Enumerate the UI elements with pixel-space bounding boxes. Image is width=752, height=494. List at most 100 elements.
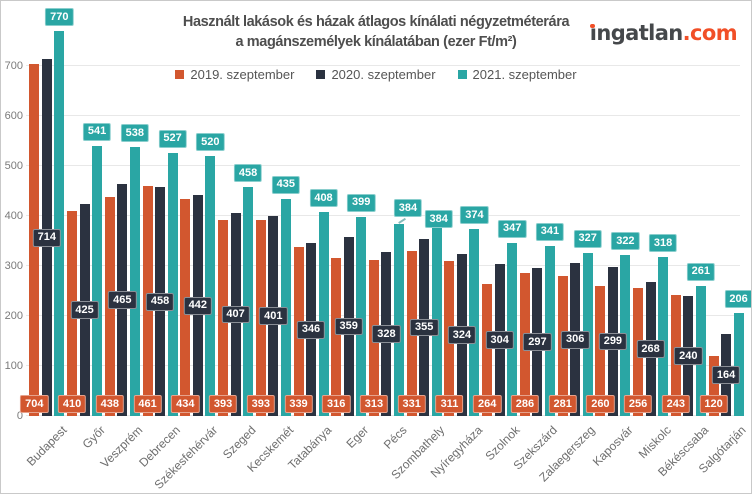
- bar-value-label: 465: [108, 291, 137, 309]
- bar-value-label: 770: [45, 8, 74, 26]
- bar-value-label: 704: [20, 395, 49, 413]
- logo-i-dot-icon: [590, 23, 595, 28]
- bar-value-label: 281: [548, 395, 577, 413]
- x-axis-label-Kaposvár: Kaposvár: [590, 423, 636, 469]
- bar-value-label: 316: [322, 395, 351, 413]
- bar-value-label: 346: [296, 320, 326, 339]
- bar-2021-Nyíregyháza: [469, 229, 480, 416]
- y-axis-tick-label: 400: [4, 210, 23, 222]
- bar-2021-Miskolc: [658, 257, 669, 416]
- bar-value-label: 240: [674, 347, 703, 365]
- bar-value-label: 442: [183, 296, 212, 315]
- bar-value-label: 359: [334, 317, 363, 336]
- bar-value-label: 461: [133, 395, 162, 413]
- bar-group-Tatabánya: 339 346 408 Tatabánya: [284, 1, 338, 472]
- legend-label-2021: 2021. szeptember: [472, 67, 577, 82]
- x-axis-label-Győr: Győr: [79, 423, 108, 452]
- bar-value-label: 260: [586, 395, 615, 413]
- y-axis: 0 100 200 300 400 500 600 700: [1, 1, 23, 422]
- y-axis-tick-label: 300: [4, 260, 23, 272]
- bar-group-Zalaegerszeg: 281 306 327 Zalaegerszeg: [537, 1, 602, 484]
- bar-group-Győr: 410 425 541 Győr: [57, 1, 112, 451]
- bar-value-label: 384: [393, 199, 423, 217]
- legend: 2019. szeptember 2020. szeptember 2021. …: [1, 67, 751, 82]
- bar-group-Eger: 316 359 399 Eger: [322, 1, 376, 451]
- y-axis-tick-label: 200: [4, 310, 23, 322]
- bar-2021-Szeged: [243, 187, 254, 416]
- bar-value-label: 313: [359, 395, 389, 413]
- bar-group-Szeged: 393 407 458 Szeged: [208, 1, 263, 462]
- legend-label-2020: 2020. szeptember: [331, 67, 436, 82]
- bar-value-label: 399: [347, 193, 376, 212]
- ingatlan-logo: ı ngatlan.com: [589, 21, 738, 45]
- bar-2021-Pécs: [393, 224, 404, 416]
- bar-2019-Szolnok: [482, 284, 493, 416]
- y-axis-tick-label: 0: [16, 410, 23, 422]
- bar-value-label: 311: [435, 395, 464, 413]
- bar-value-label: 328: [372, 325, 401, 343]
- bar-group-Salgótarján: 120 164 206 Salgótarján: [696, 1, 751, 476]
- bar-2021-Szolnok: [507, 242, 518, 416]
- bar-value-label: 425: [70, 301, 99, 319]
- bar-2021-Eger: [356, 216, 367, 416]
- bar-2021-Budapest: [54, 31, 65, 416]
- bar-group-Pécs: 313 328 384 Pécs: [359, 1, 423, 452]
- bar-value-label: 206: [724, 290, 751, 308]
- plot-area: 704 714 770 Budapest 410 425 541 Győr 438 465 538 V…: [20, 1, 751, 492]
- bar-2021-Veszprém: [129, 147, 140, 416]
- legend-swatch-2021-icon: [457, 70, 467, 79]
- x-axis-label-Budapest: Budapest: [23, 423, 70, 469]
- bar-value-label: 268: [636, 340, 665, 358]
- logo-i: ı: [589, 21, 597, 45]
- bar-value-label: 435: [271, 175, 300, 194]
- bar-value-label: 297: [523, 333, 552, 351]
- bar-2021-Győr: [92, 145, 103, 416]
- legend-item-2021: 2021. szeptember: [457, 67, 577, 82]
- bar-group-Budapest: 704 714 770 Budapest: [20, 1, 74, 469]
- bar-group-Szekszárd: 286 297 341 Szekszárd: [510, 1, 565, 473]
- gridline-500: [26, 165, 740, 166]
- bar-value-label: 458: [145, 292, 175, 311]
- bar-value-label: 347: [497, 219, 527, 238]
- logo-text: ı ngatlan: [589, 21, 684, 45]
- bar-group-Székesfehérvár: 434 442 520 Székesfehérvár: [152, 1, 225, 492]
- bar-value-label: 434: [171, 395, 200, 413]
- bar-value-label: 438: [95, 395, 125, 413]
- chart-title-line2: a magánszemélyek kínálatában (ezer Ft/m²…: [235, 34, 517, 50]
- bar-value-label: 120: [699, 395, 728, 413]
- bar-value-label: 322: [611, 232, 640, 250]
- bar-value-label: 264: [472, 395, 502, 413]
- bar-value-label: 243: [661, 395, 691, 413]
- bar-value-label: 393: [246, 395, 275, 413]
- x-axis-label-Eger: Eger: [343, 423, 372, 451]
- bar-value-label: 538: [120, 124, 150, 142]
- bar-value-label: 324: [447, 326, 477, 344]
- gridline-600: [26, 115, 740, 116]
- y-axis-tick-label: 100: [4, 360, 23, 372]
- bar-group-Szolnok: 264 304 347 Szolnok: [472, 1, 527, 463]
- y-axis-tick-label: 500: [4, 160, 23, 172]
- x-axis-label-Pécs: Pécs: [380, 423, 410, 452]
- bar-group-Szombathely: 331 355 384 Szombathely: [388, 1, 453, 482]
- y-axis-tick-label: 700: [4, 60, 23, 72]
- gridline-700: [26, 65, 740, 66]
- bar-value-label: 407: [221, 305, 250, 324]
- gridline-400: [26, 215, 740, 216]
- bar-value-label: 341: [535, 222, 565, 241]
- bar-group-Miskolc: 256 268 318 Miskolc: [623, 1, 678, 461]
- logo-com-text: .com: [682, 21, 738, 45]
- legend-item-2020: 2020. szeptember: [316, 67, 436, 82]
- bar-2019-Kaposvár: [595, 286, 606, 416]
- bar-2021-Székesfehérvár: [205, 156, 216, 416]
- bar-value-label: 306: [560, 330, 590, 349]
- bar-value-label: 318: [648, 234, 678, 252]
- bar-value-label: 286: [510, 395, 540, 413]
- bar-value-label: 527: [158, 129, 187, 148]
- bar-value-label: 408: [309, 189, 338, 207]
- bar-group-Debrecen: 461 458 527 Debrecen: [133, 1, 187, 470]
- bar-2021-Debrecen: [167, 152, 178, 416]
- bar-value-label: 339: [284, 395, 313, 413]
- bar-group-Kecskemét: 393 401 435 Kecskemét: [244, 1, 300, 475]
- label-connector-line: [398, 217, 406, 223]
